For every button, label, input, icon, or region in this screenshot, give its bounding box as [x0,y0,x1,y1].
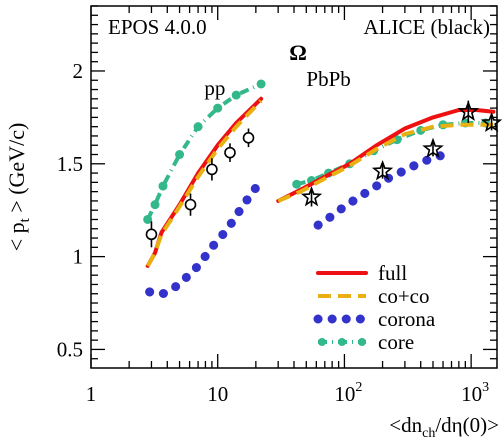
legend-label: core [378,330,414,354]
legend-core-dot [338,338,346,346]
series-core-point [150,200,160,210]
series-corona-line [145,176,266,299]
particle-label: Ω [289,40,307,65]
y-axis-label: < pt > (GeV/c) [4,123,33,252]
pp-data-point [242,132,255,144]
series-layer [143,79,496,299]
series-core-point [143,214,153,224]
system-label: pp [204,76,225,100]
y-tick-labels: 0.5 1 1.5 2 [57,59,83,361]
series-core-point [231,90,241,100]
pp-data-point [206,163,218,176]
data-points-layer [145,100,503,248]
series-coco-line [145,99,263,267]
series-core-point [256,79,266,89]
y-tick-label: 0.5 [57,337,83,361]
legend-core-dot [358,338,366,346]
top-right-text: ALICE (black) [363,15,490,39]
y-tick-label: 1.5 [57,152,83,176]
pbpb-data-point [422,137,444,159]
pp-data-point [184,198,197,211]
y-tick-label: 2 [73,59,84,83]
legend-label: full [378,261,407,285]
axis-ticks [90,5,497,368]
top-left-text: EPOS 4.0.0 [108,15,207,39]
series-core-point [158,181,168,191]
pbpb-data-point [371,159,394,181]
legend-label: corona [378,307,436,331]
series-corona-line [313,150,456,230]
pbpb-data-point [480,111,503,133]
x-tick-label: 1 [86,382,97,406]
legend-label: co+co [378,284,430,308]
system-labels: pp PbPb [204,67,350,100]
x-tick-labels: 1 10 102 103 [86,380,489,406]
x-axis-label: <dnch/dη(0)> [389,413,499,440]
system-label: PbPb [306,67,350,91]
series-coco-line [277,122,494,203]
series-core-point [193,122,203,132]
series-core-point [292,179,302,189]
pbpb-data-point [300,185,323,207]
pbpb-data-point [457,100,480,121]
pp-data-point [145,228,158,241]
legend-core-dot [318,338,326,346]
pp-data-point [224,146,236,159]
x-tick-label: 10 [207,382,228,406]
series-core-point [175,150,185,160]
series-core-line [296,121,486,187]
series-core-point [213,103,223,113]
x-tick-label: 102 [334,380,362,406]
y-tick-label: 1 [73,245,84,269]
x-tick-label: 103 [461,380,489,406]
